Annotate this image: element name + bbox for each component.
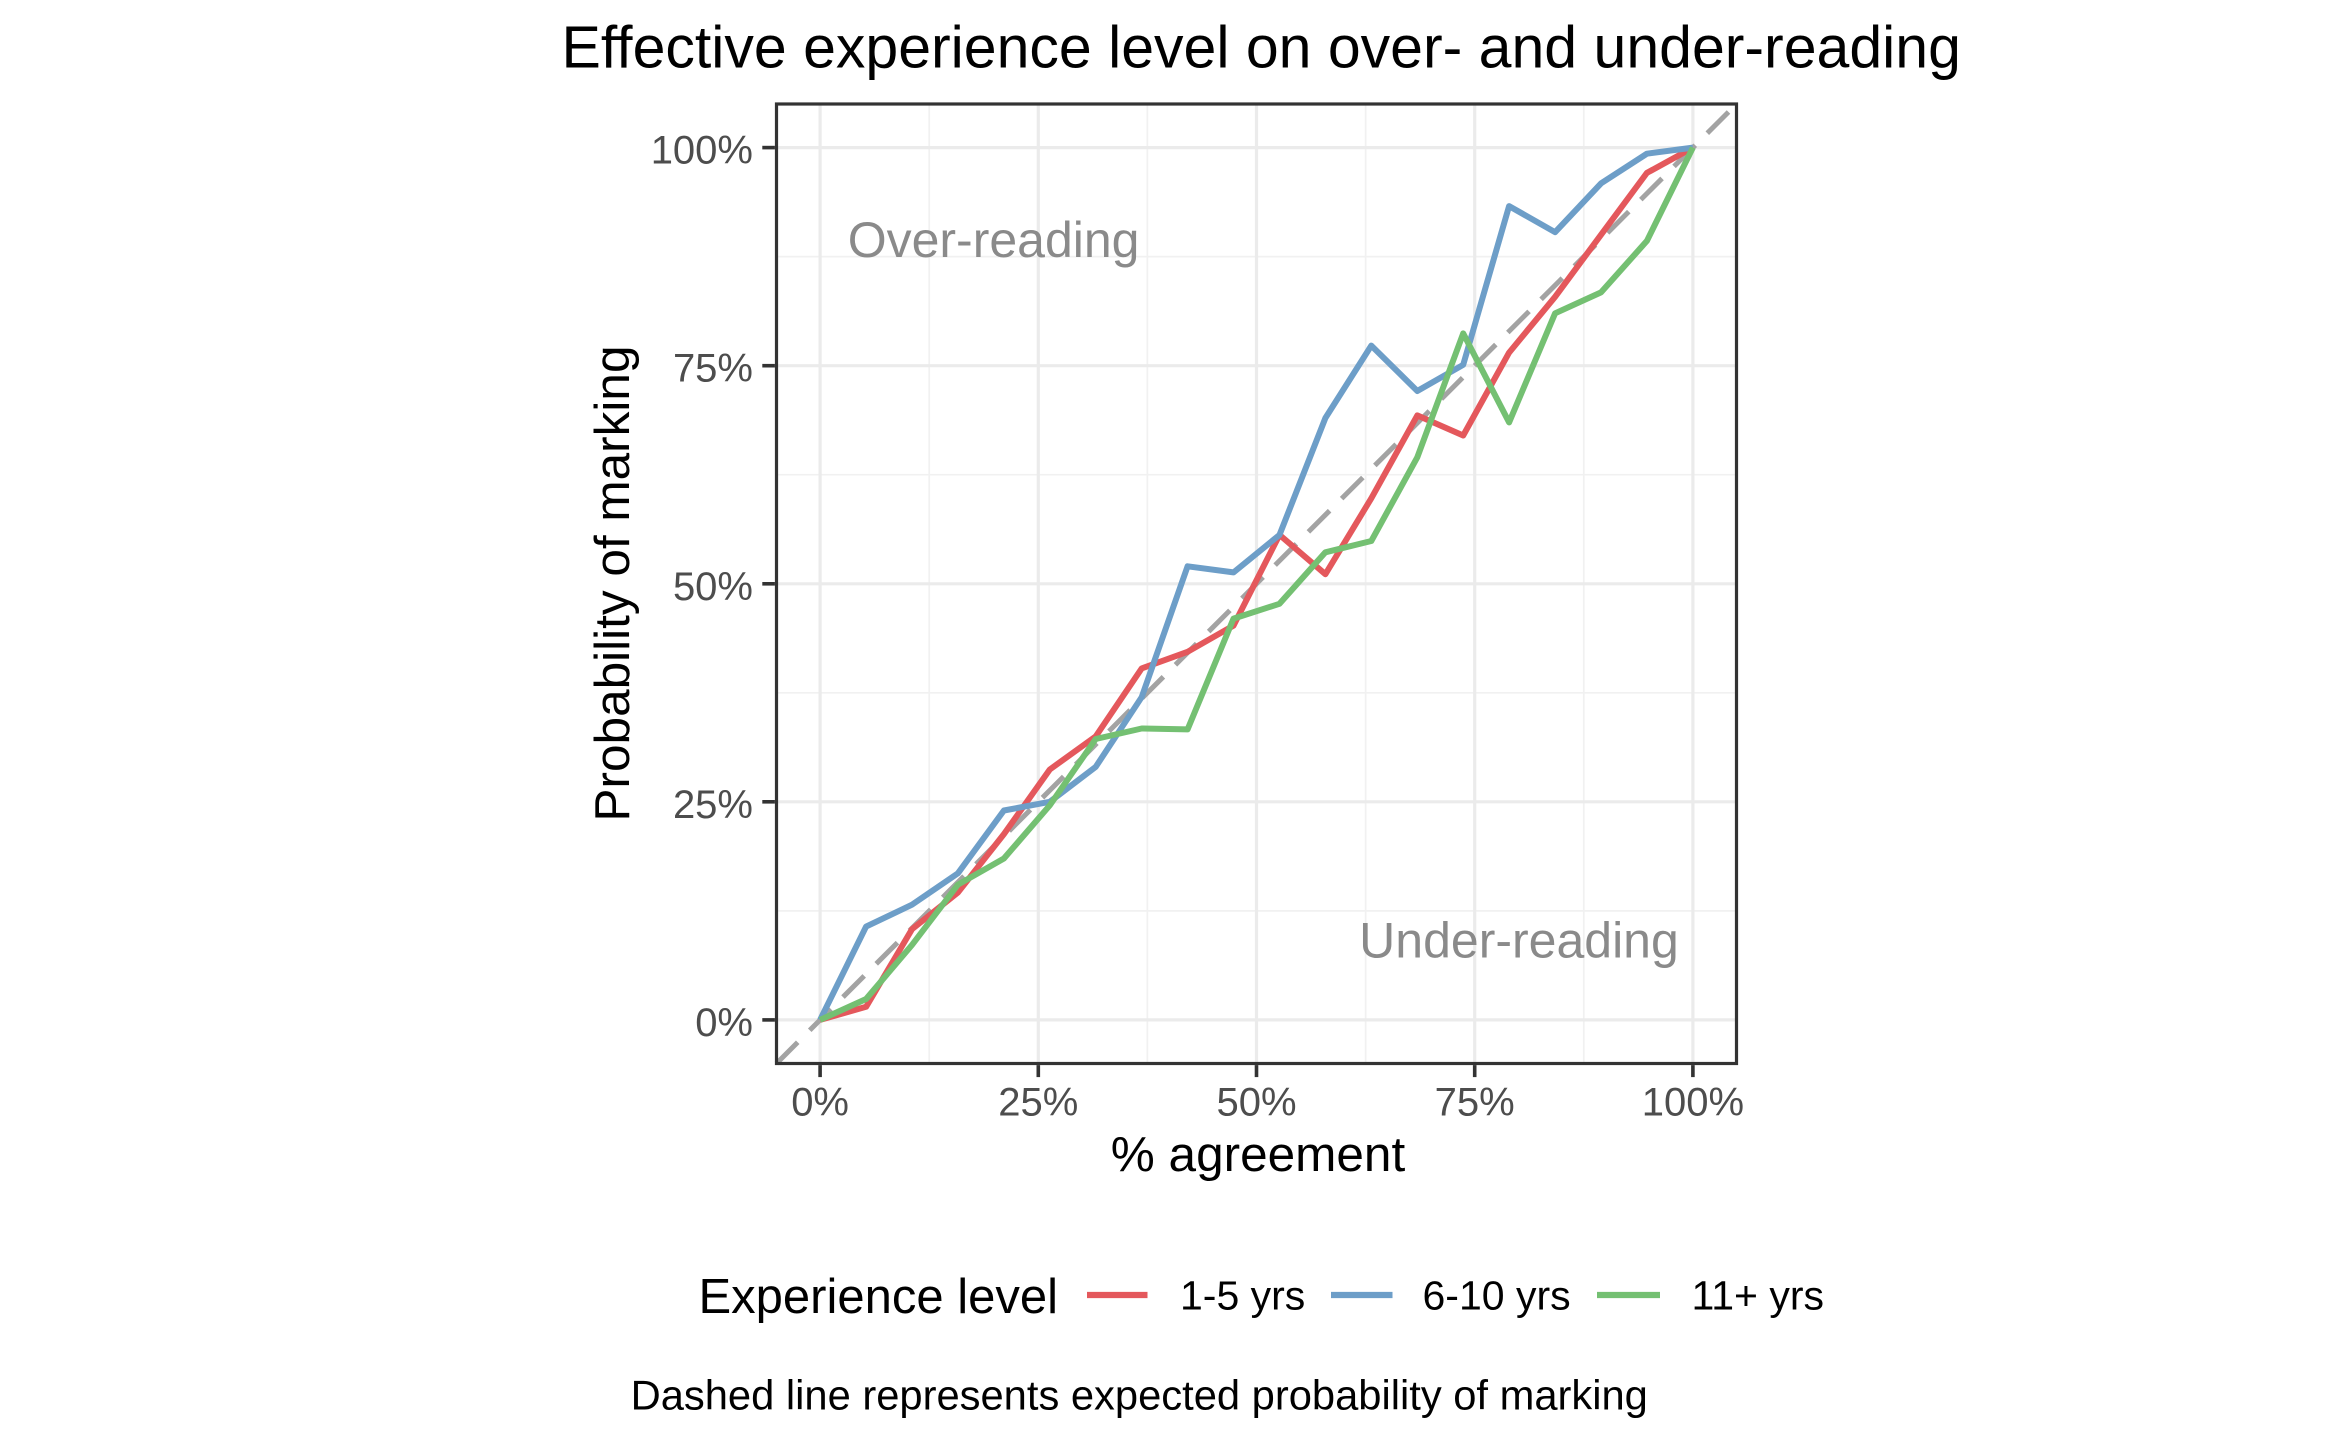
svg-text:% agreement: % agreement [1111,1127,1406,1182]
svg-text:75%: 75% [1435,1081,1515,1125]
svg-text:6-10 yrs: 6-10 yrs [1423,1273,1571,1319]
svg-text:Over-reading: Over-reading [848,212,1140,268]
svg-text:Dashed line represents expecte: Dashed line represents expected probabil… [631,1371,1648,1418]
svg-text:Probability of marking: Probability of marking [585,346,640,822]
svg-text:11+ yrs: 11+ yrs [1692,1273,1825,1319]
svg-text:0%: 0% [695,1001,753,1045]
svg-text:25%: 25% [673,783,753,827]
svg-text:75%: 75% [673,347,753,391]
svg-text:0%: 0% [791,1081,849,1125]
svg-text:50%: 50% [1216,1081,1296,1125]
svg-text:100%: 100% [651,129,753,173]
svg-text:Effective experience level on: Effective experience level on over- and … [562,15,1961,81]
svg-text:Under-reading: Under-reading [1359,913,1679,969]
svg-text:100%: 100% [1642,1081,1744,1125]
svg-text:25%: 25% [998,1081,1078,1125]
svg-text:1-5 yrs: 1-5 yrs [1180,1273,1305,1319]
svg-text:50%: 50% [673,565,753,609]
svg-text:Experience level: Experience level [699,1270,1059,1324]
